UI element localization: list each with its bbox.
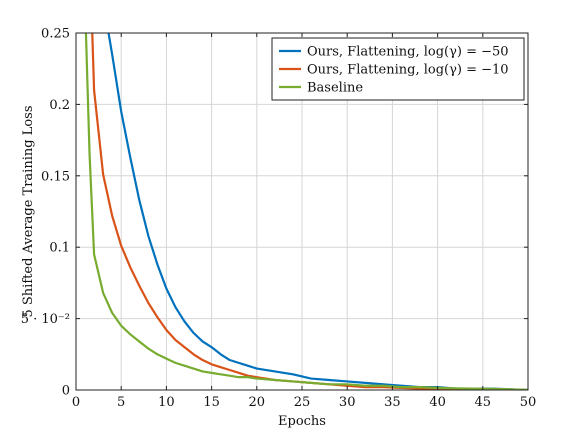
x-tick-label: 30	[339, 395, 356, 410]
series-line-2	[91, 33, 528, 390]
x-tick-label: 40	[429, 395, 446, 410]
y-tick-label: 0.2	[49, 98, 70, 113]
x-tick-label: 50	[520, 395, 537, 410]
x-tick-label: 25	[294, 395, 311, 410]
series-line-3	[84, 33, 528, 390]
y-axis-label: 5 Shifted Average Training Loss	[21, 106, 36, 318]
legend-box	[271, 37, 525, 101]
x-tick-label: 5	[117, 395, 125, 410]
axis-ticks	[75, 32, 529, 391]
x-tick-label: 45	[475, 395, 492, 410]
legend-label: Baseline	[307, 81, 363, 96]
y-tick-label: 0.25	[41, 27, 70, 42]
legend: Ours, Flattening, log(γ) = −50 Ours, Flat…	[271, 37, 525, 101]
y-tick-label: 0.15	[41, 169, 70, 184]
x-tick-label: 20	[249, 395, 266, 410]
x-tick-label: 35	[384, 395, 401, 410]
y-tick-label: 5 · 10⁻²	[21, 312, 70, 327]
x-axis-label: Epochs	[278, 414, 326, 429]
legend-label: Ours, Flattening, log(γ) = −10	[307, 63, 509, 78]
x-tick-label: 0	[72, 395, 80, 410]
x-tick-label: 10	[158, 395, 175, 410]
tick-labels: 0 5 10 15 20 25 30 35 40 45 50 0 5 · 10⁻² 0.1 0.15 0.2 0…	[21, 27, 537, 411]
legend-label: Ours, Flattening, log(γ) = −50	[307, 45, 509, 60]
y-tick-label: 0.1	[49, 241, 70, 256]
x-tick-label: 15	[203, 395, 220, 410]
y-tick-label: 0	[62, 384, 70, 399]
series-lines	[84, 33, 528, 390]
